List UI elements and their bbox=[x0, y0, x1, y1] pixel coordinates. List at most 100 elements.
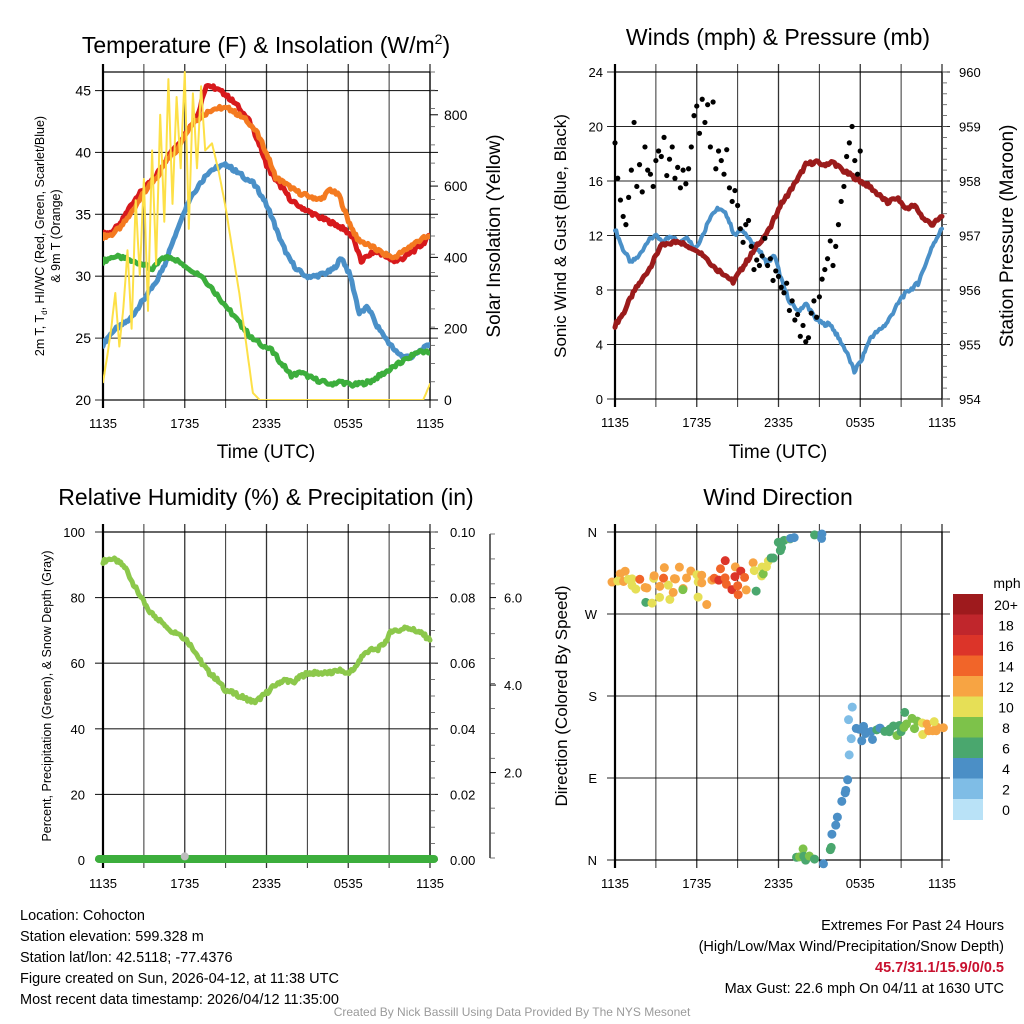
gust-point bbox=[683, 181, 689, 187]
humidity-panel: Relative Humidity (%) & Precipitation (i… bbox=[40, 484, 522, 891]
gust-point bbox=[781, 290, 787, 296]
gust-point bbox=[691, 113, 697, 119]
y-tick-label: 25 bbox=[75, 330, 91, 346]
gust-point bbox=[634, 183, 640, 190]
x-tick-label: 1735 bbox=[170, 416, 199, 431]
x-tick-label: 0535 bbox=[334, 876, 363, 891]
gust-point bbox=[664, 172, 670, 179]
series-line-hi-wc bbox=[103, 161, 430, 361]
gust-point bbox=[732, 187, 738, 194]
gust-point bbox=[849, 123, 855, 130]
direction-point bbox=[938, 723, 948, 733]
direction-point bbox=[843, 775, 853, 785]
direction-point bbox=[818, 859, 828, 869]
extremes-title: Extremes For Past 24 Hours bbox=[821, 918, 1004, 934]
gust-point bbox=[699, 96, 705, 102]
y2-tick-label: 0.02 bbox=[450, 787, 475, 802]
gust-point bbox=[715, 148, 722, 154]
series-line-sonic-wind bbox=[613, 205, 944, 375]
gust-point bbox=[696, 130, 703, 136]
gust-point bbox=[669, 144, 675, 150]
y2-tick-label: 0.06 bbox=[450, 656, 475, 671]
direction-point bbox=[659, 573, 669, 583]
gust-point bbox=[615, 175, 621, 181]
colorbar-swatch bbox=[953, 696, 983, 718]
direction-point bbox=[733, 581, 743, 591]
y2-tick-label: 0.08 bbox=[450, 591, 475, 606]
gust-point bbox=[786, 307, 793, 314]
direction-point bbox=[631, 584, 641, 594]
extremes-values: 45.7/31.1/15.9/0/0.5 bbox=[875, 960, 1004, 976]
series-line-pressure bbox=[612, 158, 945, 330]
winds-panel: Winds (mph) & Pressure (mb) Sonic Wind &… bbox=[551, 24, 1018, 463]
gust-point bbox=[702, 119, 708, 126]
direction-tick-label: S bbox=[588, 689, 597, 704]
gust-point bbox=[759, 253, 765, 259]
y2-tick-label: 954 bbox=[959, 392, 981, 407]
temperature-title: Temperature (F) & Insolation (W/m2) bbox=[82, 31, 450, 58]
direction-point bbox=[702, 600, 712, 610]
gust-point bbox=[803, 339, 809, 345]
temperature-series bbox=[103, 71, 430, 400]
wind-direction-panel: Wind Direction Direction (Colored By Spe… bbox=[552, 484, 1021, 891]
direction-point bbox=[697, 578, 707, 588]
x-tick-label: 2335 bbox=[764, 415, 793, 430]
y-tick-label: 8 bbox=[596, 283, 603, 298]
y-tick-label: 40 bbox=[75, 144, 91, 160]
direction-point bbox=[620, 566, 630, 576]
y-tick-label: 0 bbox=[596, 392, 603, 407]
x-tick-label: 1135 bbox=[601, 876, 629, 891]
gust-point bbox=[705, 102, 711, 108]
winds-title: Winds (mph) & Pressure (mb) bbox=[626, 24, 930, 50]
gust-point bbox=[661, 134, 667, 140]
direction-point bbox=[749, 566, 759, 576]
gust-point bbox=[841, 183, 847, 190]
gust-point bbox=[754, 257, 760, 263]
direction-point bbox=[748, 558, 758, 568]
wind-direction-y-label: Direction (Colored By Speed) bbox=[552, 585, 571, 806]
x-tick-label: 1135 bbox=[89, 416, 117, 431]
gust-point bbox=[745, 217, 752, 224]
gust-point bbox=[677, 185, 684, 191]
direction-point bbox=[715, 564, 725, 574]
wind-direction-points bbox=[607, 529, 948, 869]
gust-point bbox=[835, 222, 842, 228]
direction-point bbox=[721, 579, 731, 589]
y-tick-label: 40 bbox=[71, 722, 85, 737]
direction-tick-label: N bbox=[588, 525, 597, 540]
y2-tick-label: 0.10 bbox=[450, 525, 475, 540]
humidity-y-label: Percent, Precipitation (Green), & Snow D… bbox=[40, 550, 54, 841]
gust-point bbox=[623, 222, 629, 228]
direction-point bbox=[655, 581, 665, 591]
gust-point bbox=[811, 298, 817, 304]
direction-point bbox=[758, 569, 768, 579]
winds-y2-label: Station Pressure (Maroon) bbox=[997, 125, 1018, 348]
x-tick-label: 0535 bbox=[334, 416, 363, 431]
y-tick-label: 60 bbox=[71, 656, 85, 671]
gust-point bbox=[773, 268, 779, 274]
direction-point bbox=[655, 592, 665, 602]
gust-point bbox=[617, 197, 624, 203]
direction-tick-label: W bbox=[585, 607, 598, 622]
y2-tick-label: 200 bbox=[444, 321, 468, 337]
winds-x-label: Time (UTC) bbox=[729, 442, 828, 463]
colorbar-label: 2 bbox=[1002, 782, 1010, 798]
y-tick-label: 20 bbox=[71, 787, 85, 802]
colorbar-label: 10 bbox=[998, 700, 1014, 716]
gust-point bbox=[653, 157, 659, 164]
x-tick-label: 0535 bbox=[846, 876, 875, 891]
elevation-text: Station elevation: 599.328 m bbox=[20, 929, 204, 945]
direction-point bbox=[768, 553, 778, 563]
direction-point bbox=[697, 570, 707, 580]
colorbar-label: 12 bbox=[998, 679, 1014, 695]
gust-point bbox=[789, 298, 795, 304]
y3-tick-label: 6.0 bbox=[504, 591, 522, 606]
gust-point bbox=[756, 262, 763, 269]
direction-point bbox=[867, 734, 877, 744]
direction-point bbox=[901, 719, 911, 729]
gust-point bbox=[770, 277, 776, 284]
y2-tick-label: 959 bbox=[959, 120, 981, 135]
y2-tick-label: 600 bbox=[444, 178, 468, 194]
winds-y-label: Sonic Wind & Gust (Blue, Black) bbox=[551, 114, 570, 358]
